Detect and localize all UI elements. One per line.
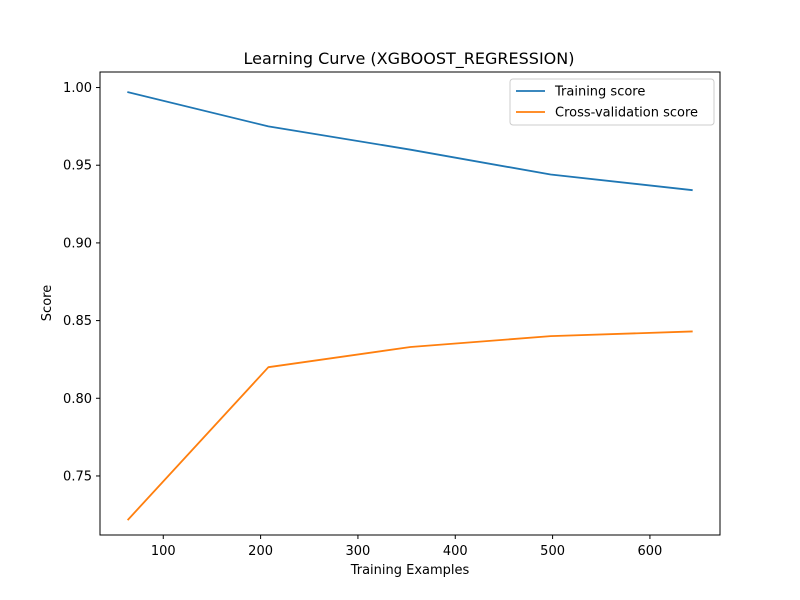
legend: Training score Cross-validation score — [509, 78, 715, 126]
series-line-cross-validation-score — [126, 330, 693, 521]
x-tick-label: 600 — [638, 544, 663, 559]
x-axis-title: Training Examples — [350, 563, 470, 578]
y-tick-label: 0.75 — [63, 469, 92, 484]
plot-area: 100 200 300 400 500 600 0.75 0.80 0.85 0.90 0.95 1… — [63, 71, 721, 559]
y-axis-ticks: 0.75 0.80 0.85 0.90 0.95 1.00 — [63, 81, 100, 484]
y-tick-label: 0.90 — [63, 236, 92, 251]
y-tick-label: 0.85 — [63, 314, 92, 329]
y-tick-label: 1.00 — [63, 81, 92, 96]
y-axis-title: Score — [40, 285, 55, 321]
legend-box — [509, 78, 715, 126]
x-tick-label: 400 — [443, 544, 468, 559]
y-tick-label: 0.95 — [63, 159, 92, 174]
legend-label-training-score: Training score — [554, 85, 645, 100]
x-tick-label: 100 — [151, 544, 176, 559]
x-tick-label: 300 — [346, 544, 371, 559]
chart-title: Learning Curve (XGBOOST_REGRESSION) — [244, 49, 575, 69]
legend-label-cross-validation-score: Cross-validation score — [555, 106, 698, 121]
x-axis-ticks: 100 200 300 400 500 600 — [151, 535, 662, 559]
series-lines — [126, 91, 693, 521]
series-line-training-score — [127, 91, 693, 192]
y-tick-label: 0.80 — [63, 392, 92, 407]
axes-frame — [99, 71, 721, 536]
x-tick-label: 500 — [540, 544, 565, 559]
x-tick-label: 200 — [248, 544, 273, 559]
